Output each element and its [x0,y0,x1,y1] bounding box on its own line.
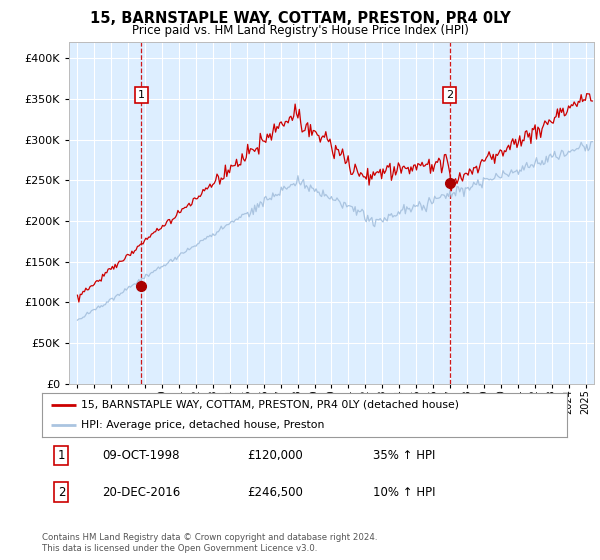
Text: 09-OCT-1998: 09-OCT-1998 [103,449,180,462]
Text: Contains HM Land Registry data © Crown copyright and database right 2024.
This d: Contains HM Land Registry data © Crown c… [42,533,377,553]
Text: £120,000: £120,000 [247,449,302,462]
Text: 10% ↑ HPI: 10% ↑ HPI [373,486,435,498]
Text: Price paid vs. HM Land Registry's House Price Index (HPI): Price paid vs. HM Land Registry's House … [131,24,469,36]
Text: HPI: Average price, detached house, Preston: HPI: Average price, detached house, Pres… [82,420,325,430]
Text: 2: 2 [58,486,65,498]
Text: 15, BARNSTAPLE WAY, COTTAM, PRESTON, PR4 0LY (detached house): 15, BARNSTAPLE WAY, COTTAM, PRESTON, PR4… [82,400,460,410]
Text: 35% ↑ HPI: 35% ↑ HPI [373,449,435,462]
Text: £246,500: £246,500 [247,486,302,498]
Text: 2: 2 [446,90,453,100]
Text: 20-DEC-2016: 20-DEC-2016 [103,486,181,498]
Text: 15, BARNSTAPLE WAY, COTTAM, PRESTON, PR4 0LY: 15, BARNSTAPLE WAY, COTTAM, PRESTON, PR4… [89,11,511,26]
Text: 1: 1 [138,90,145,100]
Text: 1: 1 [58,449,65,462]
